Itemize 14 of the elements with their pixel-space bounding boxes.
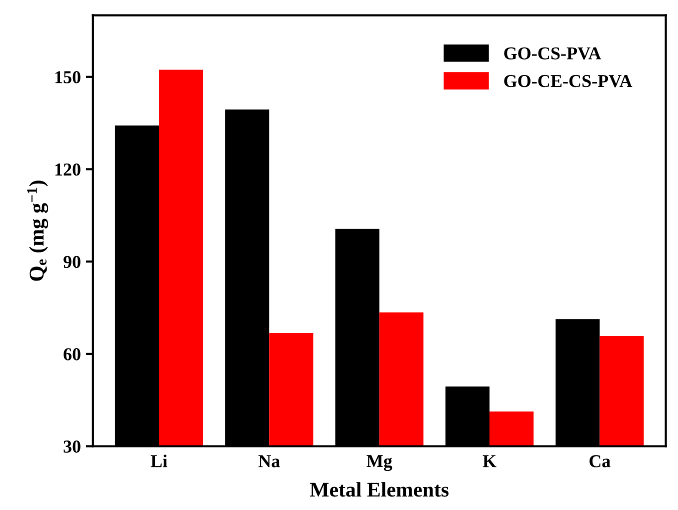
- y-tick-label: 150: [55, 71, 80, 84]
- x-tick-label: Li: [150, 454, 168, 468]
- y-axis-title: Q$_{e}$ (mg g$^{−1}$): [27, 180, 48, 281]
- x-tick-label: Ca: [590, 455, 610, 468]
- legend-label: GO-CE-CS-PVA: [504, 75, 632, 88]
- y-tick-label: 30: [64, 440, 80, 453]
- legend-label: GO-CS-PVA: [504, 47, 602, 60]
- x-axis-title: Metal Elements: [310, 482, 449, 497]
- x-tick-label: K: [482, 455, 496, 468]
- x-tick-label: Mg: [366, 455, 392, 471]
- y-tick-label: 120: [55, 163, 80, 176]
- y-tick-label: 90: [64, 256, 80, 268]
- y-tick-label: 60: [64, 348, 80, 360]
- x-tick-label: Na: [258, 455, 280, 468]
